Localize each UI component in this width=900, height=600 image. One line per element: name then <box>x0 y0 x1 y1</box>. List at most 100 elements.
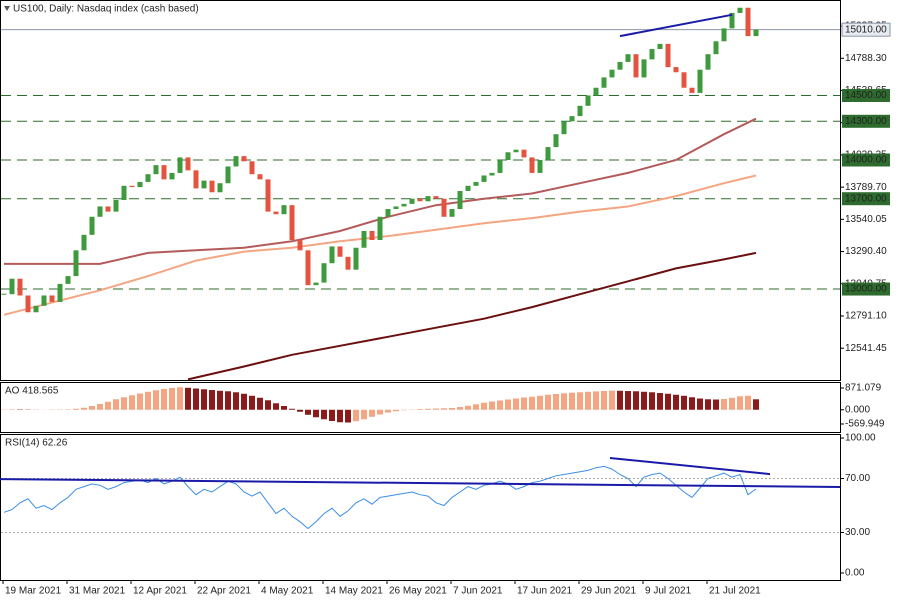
frame <box>0 0 841 581</box>
candle <box>89 216 95 235</box>
candle <box>553 134 559 148</box>
candle <box>377 216 383 240</box>
x-tick-label: 29 Jun 2021 <box>581 586 636 597</box>
y-tick-label: -569.949 <box>845 419 885 430</box>
y-tick-label: 0.00 <box>845 568 865 579</box>
candle <box>425 196 431 202</box>
x-tick-label: 26 May 2021 <box>389 586 447 597</box>
ao-bar <box>521 397 527 410</box>
ao-bar <box>641 391 647 410</box>
rsi-line <box>3 465 757 530</box>
x-tick-label: 9 Jul 2021 <box>645 586 692 597</box>
ao-bar <box>177 387 183 410</box>
candle <box>729 12 735 29</box>
level-box <box>842 114 890 128</box>
candle <box>593 87 599 96</box>
price-panel-border <box>0 0 841 381</box>
candle <box>441 198 447 217</box>
ao-bar <box>113 399 119 410</box>
ao-bar <box>505 399 511 410</box>
x-tick-label: 31 Mar 2021 <box>69 586 126 597</box>
ao-bar <box>289 408 295 410</box>
ao-bar <box>617 390 623 410</box>
ao-bar <box>537 395 543 410</box>
y-tick-label: 13789.70 <box>845 182 887 193</box>
y-tick-label: 14788.30 <box>845 53 887 64</box>
indicator-label: AO 418.565 <box>5 386 59 397</box>
candle <box>273 211 279 215</box>
candle <box>305 250 311 286</box>
ao-panel-border <box>0 382 841 433</box>
moving-average <box>3 174 757 316</box>
ao-bar <box>545 394 551 410</box>
indicator-label: RSI(14) 62.26 <box>5 438 68 449</box>
candle <box>81 234 87 251</box>
ao-bar <box>233 392 239 410</box>
x-tick-label: 19 Mar 2021 <box>5 586 62 597</box>
ao-bar <box>561 393 567 410</box>
ao-bar <box>137 393 143 410</box>
candle <box>577 105 583 117</box>
candle <box>713 41 719 55</box>
candle <box>489 172 495 176</box>
candle <box>481 175 487 182</box>
candle <box>745 7 751 37</box>
ao-bar <box>185 387 191 410</box>
ao-bar <box>129 395 135 410</box>
candle <box>433 196 439 199</box>
y-tick-label: 13290.40 <box>845 246 887 257</box>
candle <box>49 295 55 302</box>
ao-bar <box>577 392 583 410</box>
ao-bar <box>449 408 455 410</box>
ao-bar <box>713 399 719 410</box>
candle <box>265 179 271 212</box>
trendline <box>0 478 841 488</box>
ao-bar <box>569 392 575 410</box>
ao-bar <box>417 409 423 410</box>
ao-bar <box>441 408 447 410</box>
level-box <box>842 153 890 167</box>
candle <box>241 156 247 162</box>
candle <box>225 166 231 184</box>
candle <box>513 149 519 153</box>
ao-bar <box>737 396 743 410</box>
ao-bar <box>321 409 327 420</box>
level-box <box>842 282 890 296</box>
candle <box>649 49 655 60</box>
ao-bar <box>153 390 159 410</box>
ao-bar <box>657 393 663 410</box>
ao-bar <box>601 391 607 410</box>
candle <box>753 29 759 37</box>
candle <box>497 160 503 173</box>
ao-bar <box>649 392 655 410</box>
x-tick-label: 14 May 2021 <box>325 586 383 597</box>
candle <box>313 282 319 286</box>
ao-bar <box>249 395 255 410</box>
candle <box>657 43 663 50</box>
candle <box>465 185 471 191</box>
candle <box>473 181 479 186</box>
ao-bar <box>729 397 735 410</box>
candle <box>145 174 151 182</box>
moving-average <box>4 117 757 265</box>
candle <box>281 205 287 215</box>
level-label: 14500.00 <box>845 90 887 101</box>
candle <box>457 190 463 210</box>
ao-bar <box>513 398 519 410</box>
candle <box>705 54 711 70</box>
candle <box>129 185 135 188</box>
candle <box>201 180 207 189</box>
ao-bar <box>329 409 335 422</box>
candle <box>529 157 535 173</box>
candle <box>137 181 143 188</box>
ao-bar <box>697 398 703 410</box>
trendline <box>609 457 771 476</box>
candle <box>257 174 263 180</box>
candle <box>369 230 375 240</box>
candle <box>169 172 175 180</box>
candle <box>345 256 351 270</box>
candle <box>393 206 399 210</box>
level-box <box>842 88 890 102</box>
y-tick-label: 12541.45 <box>845 343 887 354</box>
y-tick-label: 12791.10 <box>845 311 887 322</box>
